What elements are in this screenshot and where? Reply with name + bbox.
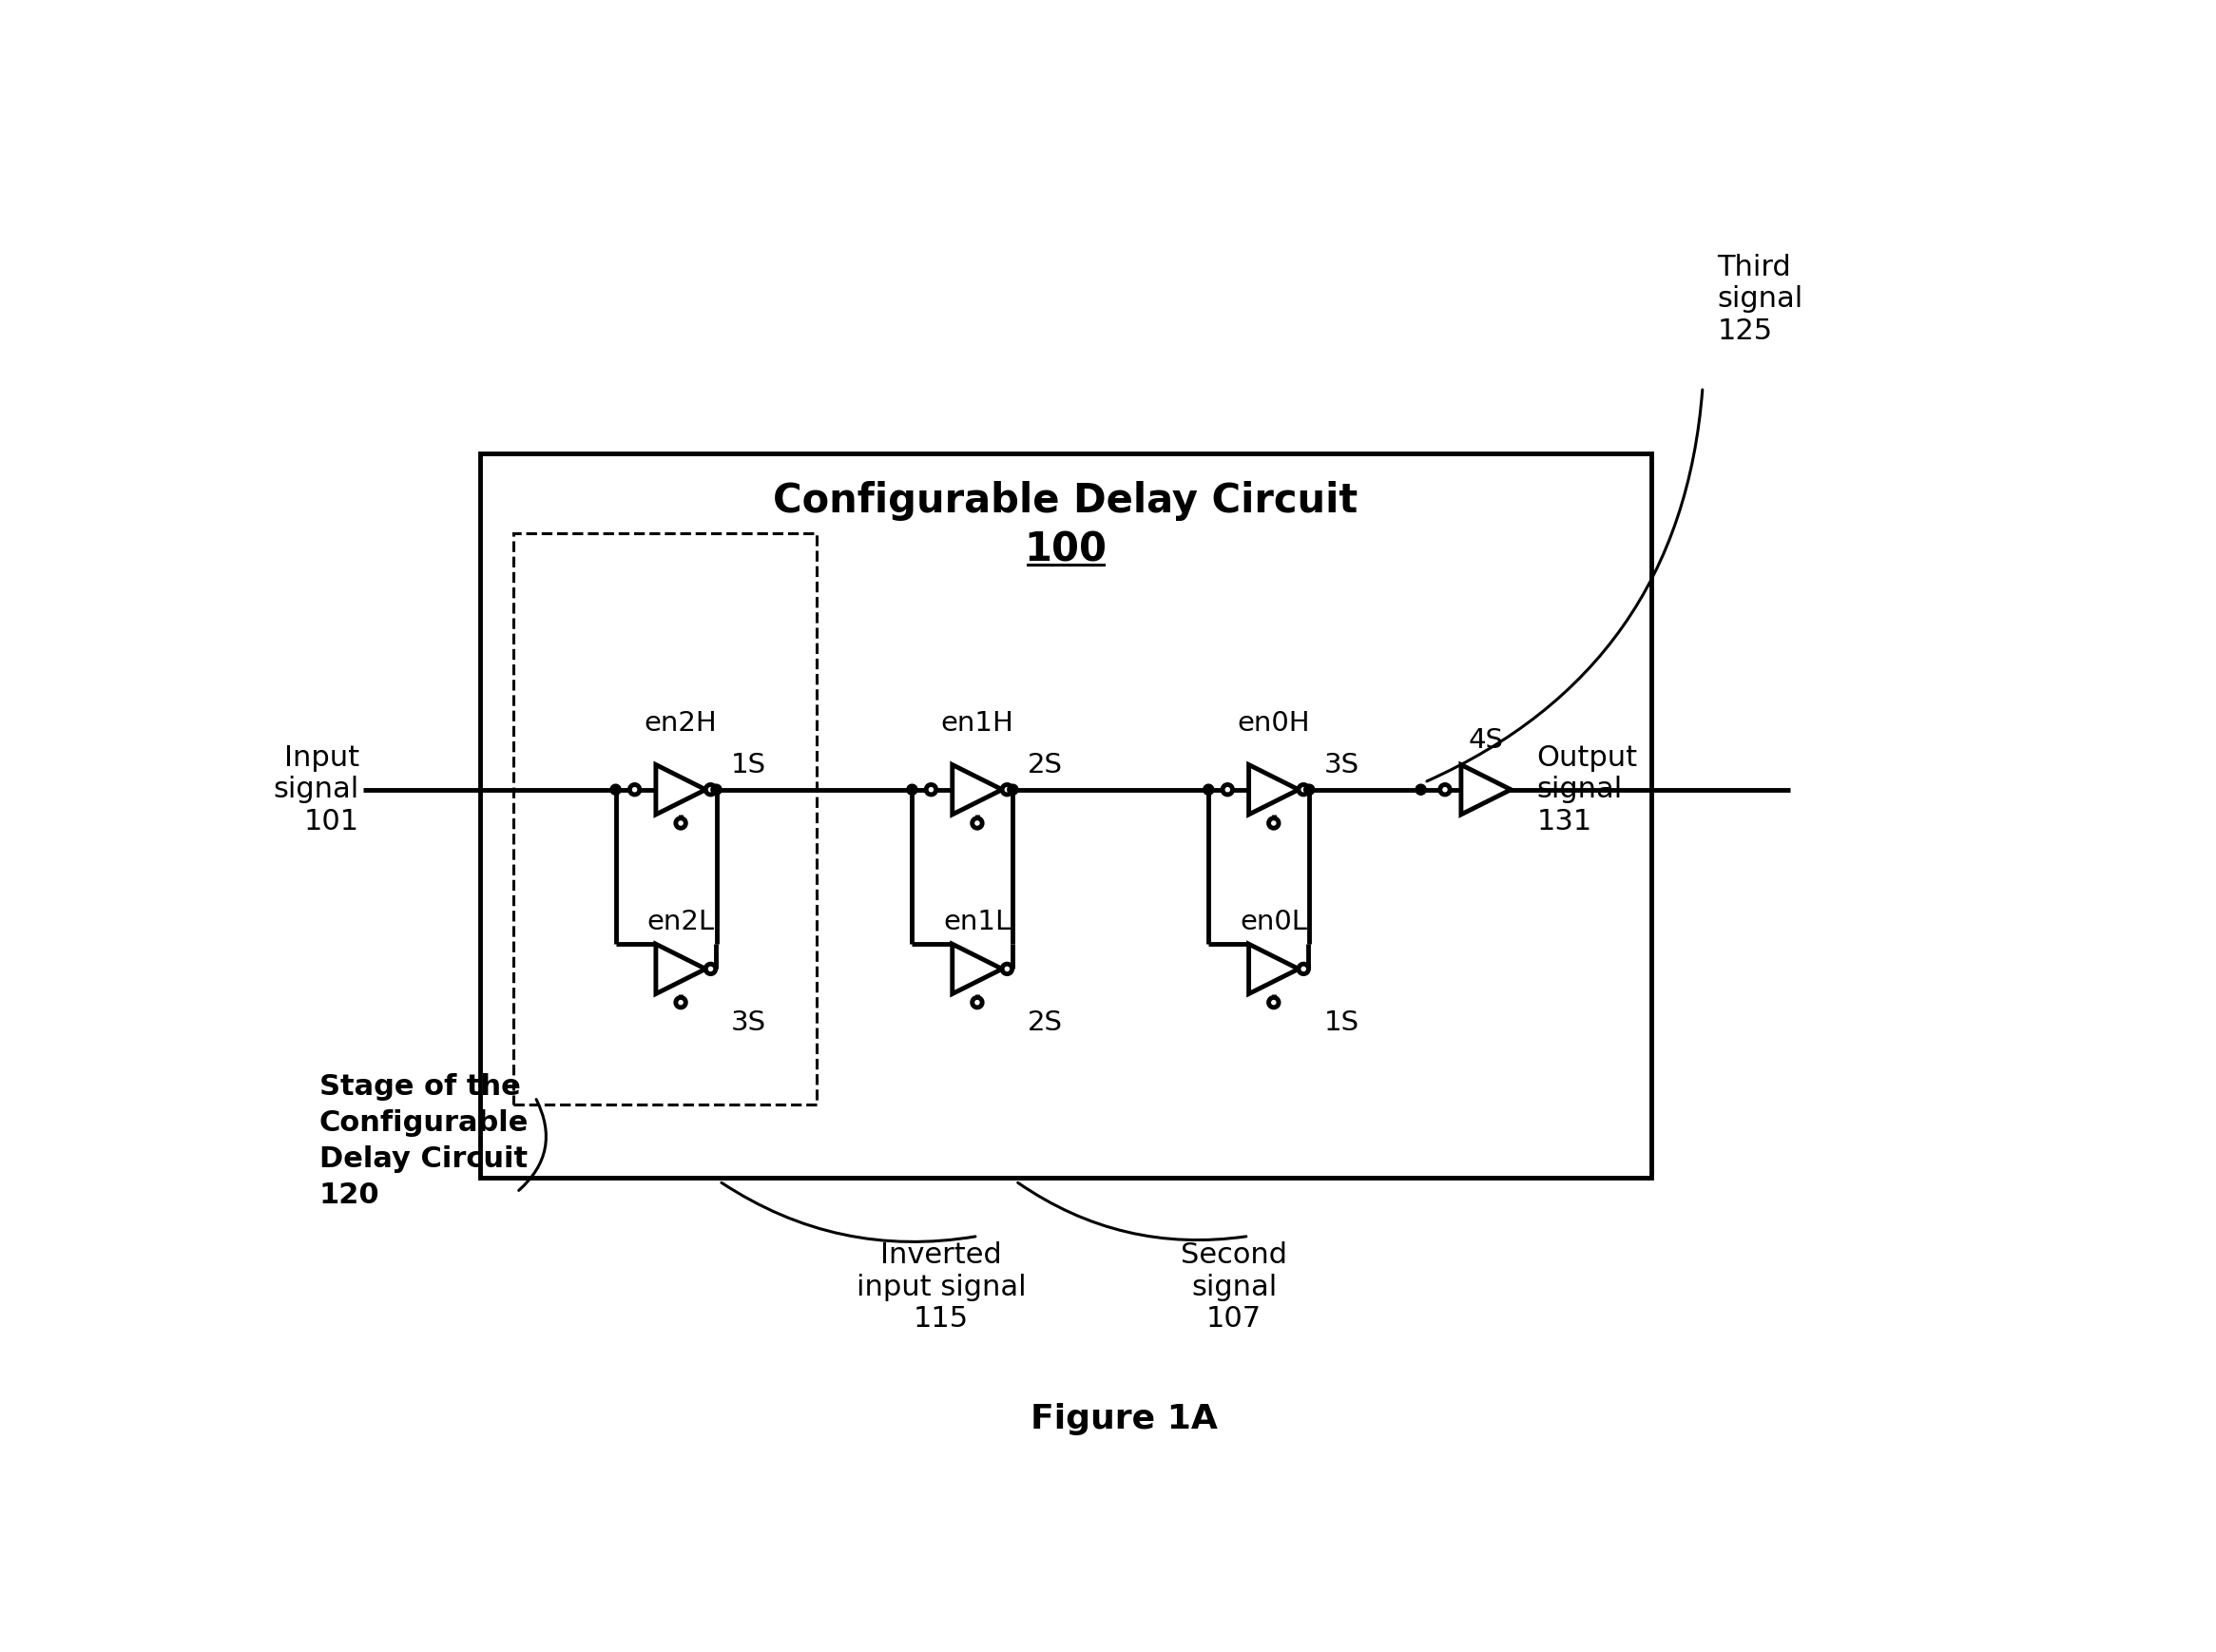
Circle shape — [973, 818, 982, 828]
Text: Input
signal
101: Input signal 101 — [273, 743, 359, 836]
Text: 100: 100 — [1024, 530, 1108, 570]
FancyArrowPatch shape — [1427, 390, 1702, 781]
Circle shape — [1416, 785, 1427, 795]
Circle shape — [1223, 785, 1232, 795]
Circle shape — [1270, 998, 1279, 1008]
Circle shape — [705, 785, 716, 795]
Text: en1L: en1L — [944, 909, 1010, 935]
Circle shape — [676, 818, 685, 828]
Circle shape — [1299, 785, 1307, 795]
Circle shape — [711, 785, 722, 795]
Circle shape — [1299, 965, 1307, 975]
Circle shape — [906, 785, 917, 795]
Circle shape — [1440, 785, 1449, 795]
Polygon shape — [1460, 765, 1511, 814]
Circle shape — [676, 998, 685, 1008]
Text: 3S: 3S — [1323, 752, 1358, 778]
Circle shape — [1203, 785, 1214, 795]
Circle shape — [926, 785, 935, 795]
Text: Second
signal
107: Second signal 107 — [1181, 1242, 1287, 1333]
Text: 4S: 4S — [1469, 727, 1502, 753]
Polygon shape — [1250, 765, 1299, 814]
Circle shape — [1002, 965, 1013, 975]
Text: Stage of the
Configurable
Delay Circuit
120: Stage of the Configurable Delay Circuit … — [319, 1072, 530, 1209]
Text: 1S: 1S — [731, 752, 767, 778]
Text: 2S: 2S — [1028, 1009, 1064, 1036]
Text: en2H: en2H — [645, 710, 718, 737]
Polygon shape — [1250, 943, 1299, 995]
Circle shape — [1303, 785, 1314, 795]
Text: Output
signal
131: Output signal 131 — [1536, 743, 1638, 836]
Circle shape — [1270, 818, 1279, 828]
Polygon shape — [656, 765, 705, 814]
Text: Configurable Delay Circuit: Configurable Delay Circuit — [773, 481, 1358, 520]
Bar — [514, 534, 818, 1104]
Text: 3S: 3S — [731, 1009, 767, 1036]
Text: Third
signal
125: Third signal 125 — [1717, 253, 1804, 345]
Circle shape — [609, 785, 620, 795]
Circle shape — [1002, 785, 1013, 795]
Text: en1H: en1H — [940, 710, 1013, 737]
Circle shape — [629, 785, 640, 795]
Circle shape — [705, 965, 716, 975]
FancyArrowPatch shape — [722, 1183, 975, 1242]
Text: en0H: en0H — [1237, 710, 1310, 737]
Text: en2L: en2L — [647, 909, 714, 935]
Text: Figure 1A: Figure 1A — [1030, 1403, 1219, 1436]
FancyArrowPatch shape — [519, 1099, 545, 1191]
Text: Inverted
input signal
115: Inverted input signal 115 — [855, 1242, 1026, 1333]
Polygon shape — [953, 765, 1002, 814]
Bar — [481, 453, 1651, 1178]
Circle shape — [1008, 785, 1017, 795]
Text: en0L: en0L — [1241, 909, 1307, 935]
Text: 1S: 1S — [1323, 1009, 1358, 1036]
Polygon shape — [656, 943, 705, 995]
FancyArrowPatch shape — [1017, 1183, 1245, 1241]
Circle shape — [973, 998, 982, 1008]
Text: 2S: 2S — [1028, 752, 1064, 778]
Polygon shape — [953, 943, 1002, 995]
